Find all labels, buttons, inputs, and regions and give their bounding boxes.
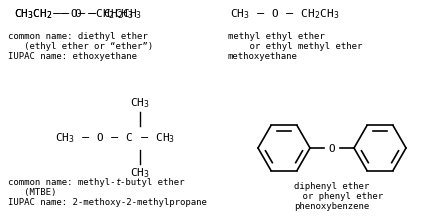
Text: common name: diethyl ether: common name: diethyl ether	[8, 32, 148, 41]
Text: CH$_3$ $-$ O $-$ C $-$ CH$_3$: CH$_3$ $-$ O $-$ C $-$ CH$_3$	[55, 131, 175, 145]
Text: O: O	[328, 144, 335, 154]
Text: methyl ethyl ether: methyl ethyl ether	[228, 32, 325, 41]
Text: phenoxybenzene: phenoxybenzene	[294, 202, 370, 211]
Text: CH$_3$: CH$_3$	[130, 166, 150, 180]
Text: common name: methyl-: common name: methyl-	[8, 178, 115, 187]
Text: CH$_3$: CH$_3$	[130, 96, 150, 110]
Text: (ethyl ether or “ether”): (ethyl ether or “ether”)	[8, 42, 153, 51]
Text: IUPAC name: ethoxyethane: IUPAC name: ethoxyethane	[8, 52, 137, 61]
Text: -butyl ether: -butyl ether	[120, 178, 184, 187]
Text: CH$_3$CH$_2$ $-$ O $-$ CH$_2$CH$_3$: CH$_3$CH$_2$ $-$ O $-$ CH$_2$CH$_3$	[14, 7, 142, 21]
Text: or ethyl methyl ether: or ethyl methyl ether	[228, 42, 363, 51]
Text: CH$_3$CH$_2$$-$$-$O$-$$-$CH$_2$CH$_3$: CH$_3$CH$_2$$-$$-$O$-$$-$CH$_2$CH$_3$	[14, 7, 134, 21]
Text: CH$_3$ $-$ O $-$ CH$_2$CH$_3$: CH$_3$ $-$ O $-$ CH$_2$CH$_3$	[230, 7, 340, 21]
Text: IUPAC name: 2-methoxy-2-methylpropane: IUPAC name: 2-methoxy-2-methylpropane	[8, 198, 207, 207]
Text: (MTBE): (MTBE)	[8, 188, 56, 197]
Text: t: t	[115, 178, 121, 187]
Text: or phenyl ether: or phenyl ether	[281, 192, 383, 201]
Text: methoxyethane: methoxyethane	[228, 52, 298, 61]
Text: diphenyl ether: diphenyl ether	[294, 182, 370, 191]
